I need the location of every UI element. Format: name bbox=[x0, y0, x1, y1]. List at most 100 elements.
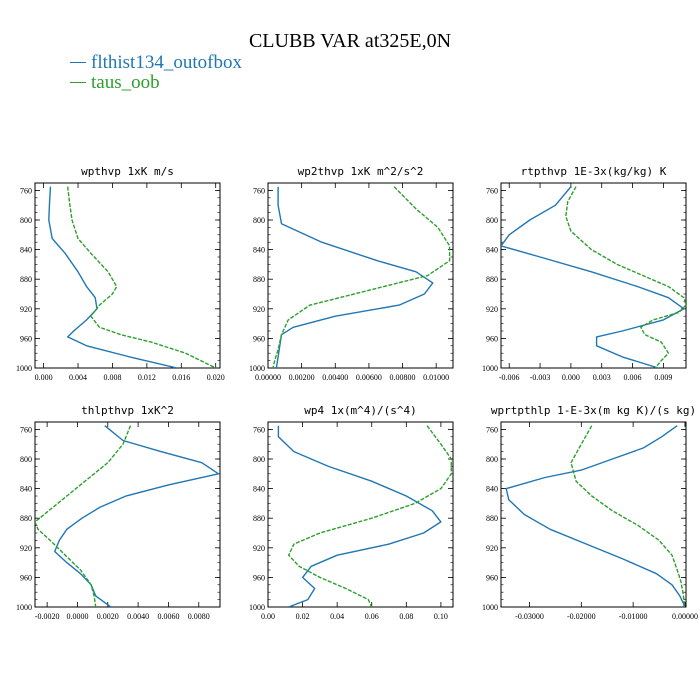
series-line-taus-oob bbox=[35, 425, 132, 607]
x-tick-label: 0.00000 bbox=[672, 612, 698, 621]
plot-frame bbox=[267, 182, 454, 369]
x-tick-label: 0.003 bbox=[593, 373, 611, 382]
chart-title: wp4 1x(m^4)/(s^4) bbox=[304, 404, 417, 417]
x-tick-label: -0.0020 bbox=[35, 612, 60, 621]
x-tick-label: 0.00 bbox=[261, 612, 275, 621]
x-tick-label: 0.000 bbox=[35, 373, 53, 382]
chart-panel: wprtpthlp 1-E-3x(m kg K)/(s kg) 760 800 840… bbox=[482, 404, 698, 621]
plot-frame bbox=[34, 182, 221, 369]
x-tick-label: 0.01000 bbox=[423, 373, 449, 382]
plot-frame bbox=[267, 421, 454, 608]
chart-panel: wpthvp 1xK m/s76080084088092096010000.00… bbox=[16, 165, 225, 382]
y-tick-label: 960 bbox=[20, 334, 32, 343]
chart-title: rtpthvp 1E-3x(kg/kg) K bbox=[521, 165, 667, 178]
series-line-taus-oob bbox=[570, 425, 686, 607]
x-tick-label: 0.0060 bbox=[157, 612, 179, 621]
y-tick-label: 880 bbox=[20, 275, 32, 284]
chart-panel: thlpthvp 1xK^2 760 800 840 880 920 960 1000-0.0… bbox=[16, 404, 221, 621]
y-tick-label: 840 bbox=[253, 246, 265, 255]
plot-frame bbox=[500, 421, 687, 608]
series-line-flthist134 bbox=[275, 186, 434, 368]
x-tick-label: 0.02 bbox=[296, 612, 310, 621]
x-tick-label: -0.01000 bbox=[619, 612, 648, 621]
y-tick-label: 960 bbox=[486, 334, 498, 343]
y-tick-label: 1000 bbox=[16, 603, 32, 612]
y-tick-label: 880 bbox=[20, 514, 32, 523]
y-tick-label: 960 bbox=[486, 573, 498, 582]
series-line-flthist134 bbox=[277, 425, 442, 607]
y-tick-label: 760 bbox=[253, 425, 265, 434]
x-tick-label: -0.03000 bbox=[515, 612, 544, 621]
y-tick-label: 840 bbox=[20, 485, 32, 494]
series-line-flthist134 bbox=[48, 186, 178, 368]
x-tick-label: -0.006 bbox=[499, 373, 520, 382]
x-tick-label: 0.00000 bbox=[255, 373, 281, 382]
x-tick-label: 0.08 bbox=[399, 612, 413, 621]
x-tick-label: 0.06 bbox=[365, 612, 379, 621]
y-tick-label: 840 bbox=[253, 485, 265, 494]
y-tick-label: 960 bbox=[253, 573, 265, 582]
series-line-taus-oob bbox=[272, 186, 451, 368]
series-line-taus-oob bbox=[67, 186, 217, 368]
y-tick-label: 920 bbox=[486, 305, 498, 314]
y-tick-label: 840 bbox=[486, 485, 498, 494]
y-tick-label: 1000 bbox=[249, 603, 265, 612]
x-tick-label: 0.000 bbox=[562, 373, 580, 382]
x-tick-label: 0.012 bbox=[138, 373, 156, 382]
series-line-flthist134 bbox=[505, 425, 686, 607]
x-tick-label: 0.00800 bbox=[390, 373, 416, 382]
chart-title: wprtpthlp 1-E-3x(m kg K)/(s kg) bbox=[491, 404, 696, 417]
legend-line-green bbox=[70, 82, 86, 84]
y-tick-label: 800 bbox=[486, 216, 498, 225]
x-tick-label: 0.10 bbox=[434, 612, 448, 621]
x-tick-label: 0.0040 bbox=[127, 612, 149, 621]
x-tick-label: 0.004 bbox=[69, 373, 87, 382]
y-tick-label: 920 bbox=[20, 305, 32, 314]
x-tick-label: 0.016 bbox=[172, 373, 190, 382]
x-tick-label: 0.020 bbox=[207, 373, 225, 382]
y-tick-label: 800 bbox=[253, 216, 265, 225]
x-tick-label: 0.006 bbox=[624, 373, 642, 382]
y-tick-label: 1000 bbox=[482, 603, 498, 612]
y-tick-label: 760 bbox=[20, 425, 32, 434]
y-tick-label: 760 bbox=[486, 186, 498, 195]
chart-panel: wp4 1x(m^4)/(s^4)76080084088092096010000… bbox=[249, 404, 454, 621]
series-line-flthist134 bbox=[54, 425, 220, 607]
y-tick-label: 840 bbox=[486, 246, 498, 255]
x-tick-label: 0.0000 bbox=[66, 612, 88, 621]
legend-label: taus_oob bbox=[91, 72, 160, 93]
y-tick-label: 960 bbox=[253, 334, 265, 343]
chart-title: thlpthvp 1xK^2 bbox=[81, 404, 174, 417]
x-tick-label: 0.009 bbox=[654, 373, 672, 382]
y-tick-label: 880 bbox=[486, 275, 498, 284]
plot-frame bbox=[500, 182, 687, 369]
legend-entry-taus-oob: taus_oob bbox=[70, 72, 160, 94]
y-tick-label: 880 bbox=[253, 275, 265, 284]
y-tick-label: 880 bbox=[253, 514, 265, 523]
y-tick-label: 960 bbox=[20, 573, 32, 582]
series-line-taus-oob bbox=[288, 425, 452, 607]
y-tick-label: 760 bbox=[486, 425, 498, 434]
y-tick-label: 840 bbox=[20, 246, 32, 255]
series-line-taus-oob bbox=[565, 186, 686, 368]
y-tick-label: 920 bbox=[253, 544, 265, 553]
x-tick-label: 0.0080 bbox=[188, 612, 210, 621]
y-tick-label: 760 bbox=[20, 186, 32, 195]
chart-panel: rtpthvp 1E-3x(kg/kg) K 760 800 840 880 920 960… bbox=[482, 165, 687, 382]
y-tick-label: 880 bbox=[486, 514, 498, 523]
y-tick-label: 800 bbox=[253, 455, 265, 464]
x-tick-label: -0.02000 bbox=[567, 612, 596, 621]
y-tick-label: 1000 bbox=[16, 364, 32, 373]
y-tick-label: 1000 bbox=[482, 364, 498, 373]
chart-title: wp2thvp 1xK m^2/s^2 bbox=[298, 165, 424, 178]
y-tick-label: 760 bbox=[253, 186, 265, 195]
y-tick-label: 1000 bbox=[249, 364, 265, 373]
plot-frame bbox=[34, 421, 221, 608]
x-tick-label: 0.00200 bbox=[289, 373, 315, 382]
page-title: CLUBB VAR at325E,0N bbox=[248, 30, 452, 52]
x-tick-label: 0.0020 bbox=[97, 612, 119, 621]
y-tick-label: 920 bbox=[253, 305, 265, 314]
chart-panel: wp2thvp 1xK m^2/s^2 760 800 840 880 920 960 100… bbox=[249, 165, 454, 382]
y-tick-label: 920 bbox=[20, 544, 32, 553]
series-line-flthist134 bbox=[501, 186, 685, 368]
